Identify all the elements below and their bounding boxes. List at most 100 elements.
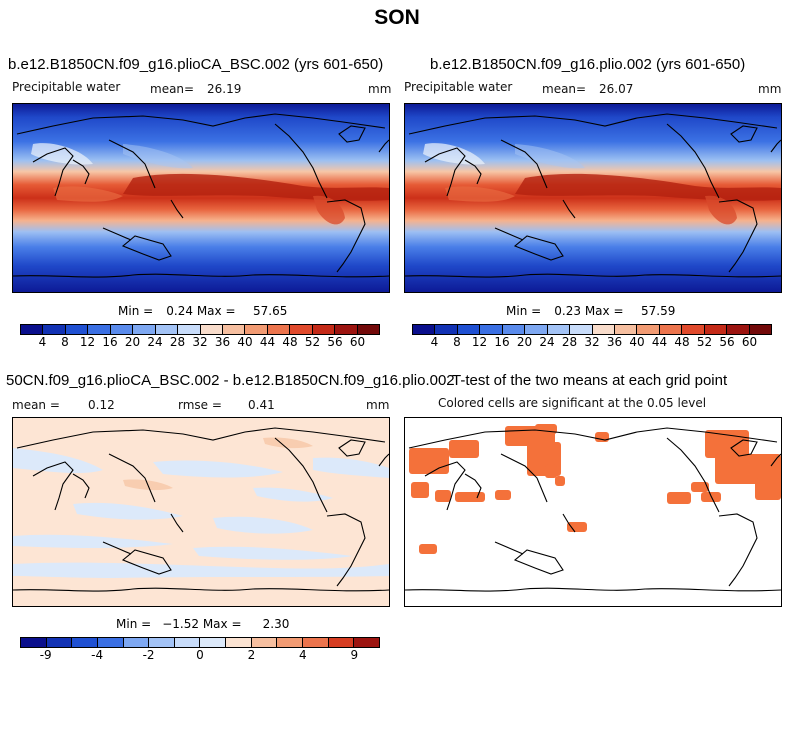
antarctica-coast <box>13 587 389 592</box>
colorbar-swatch <box>46 638 73 647</box>
coastline <box>16 427 386 449</box>
colorbar-tick-label: 20 <box>516 335 533 349</box>
max-value: 2.30 <box>262 617 290 631</box>
colorbar-swatch <box>303 638 329 647</box>
antarctica-coast <box>13 273 389 278</box>
units-label: mm <box>366 398 390 412</box>
coastline <box>170 513 184 533</box>
colorbar-swatch <box>251 638 278 647</box>
colorbar-swatch <box>72 638 98 647</box>
coastlines <box>405 427 781 592</box>
coastline <box>274 123 328 199</box>
coastline <box>102 227 132 241</box>
min-label: Min = <box>506 304 542 318</box>
colorbar-swatch <box>245 325 268 334</box>
colorbar-swatch <box>704 325 728 334</box>
panel-title: b.e12.B1850CN.f09_g16.plioCA_BSC.002 (yr… <box>8 56 384 73</box>
colorbar-tick-label: 44 <box>651 335 668 349</box>
colorbar-tick-label: 24 <box>147 335 163 349</box>
coastline <box>72 159 90 185</box>
max-value: 57.65 <box>252 304 288 318</box>
colorbar-tick-label: 4 <box>299 648 307 662</box>
units-label: mm <box>758 82 782 96</box>
significant-cell <box>535 424 557 434</box>
negative-anomaly <box>193 546 353 560</box>
negative-anomaly <box>13 534 173 548</box>
colorbar-swatch <box>727 325 750 334</box>
antarctica-coast <box>405 587 781 592</box>
colorbar-swatch <box>357 325 379 334</box>
coastline <box>464 473 482 499</box>
colorbar-swatch <box>570 325 593 334</box>
colorbar-swatch <box>502 325 526 334</box>
significant-cell <box>545 464 557 478</box>
coastline <box>378 453 389 467</box>
coastline <box>32 461 74 511</box>
min-label: Min = <box>118 304 154 318</box>
colorbar-tick-label: 16 <box>494 335 510 349</box>
colorbar-swatch <box>133 325 156 334</box>
colorbar-tick-label: 8 <box>61 335 69 349</box>
min-label: Min = <box>116 617 152 631</box>
coastline <box>108 453 156 503</box>
coastline <box>770 453 781 467</box>
colorbar-swatch <box>413 325 436 334</box>
significant-cell <box>595 432 609 442</box>
negative-anomaly <box>13 448 103 474</box>
precip-map-top-left <box>12 103 390 293</box>
colorbar: -9 -4 -2 0 2 4 9 <box>20 637 380 662</box>
indian-ocean-moisture <box>445 186 515 202</box>
coastline <box>562 513 576 533</box>
significant-cell <box>495 490 511 500</box>
max-value: 57.59 <box>640 304 676 318</box>
midlat-moisture <box>123 144 193 169</box>
mean-label: mean= <box>542 82 587 96</box>
coastline <box>121 235 172 261</box>
significant-cell <box>555 476 565 486</box>
colorbar-tick-label: 9 <box>350 648 359 662</box>
colorbar-swatch <box>222 325 246 334</box>
coastline <box>770 139 781 153</box>
negative-anomaly <box>213 516 313 534</box>
colorbar-tick-label: 28 <box>169 335 186 349</box>
colorbar: 4 8 12 16 20 24 28 32 36 40 44 48 52 56 60 <box>20 324 380 349</box>
colorbar-tick-label: 2 <box>247 648 256 662</box>
significant-cell <box>667 492 691 504</box>
rmse-label: rmse = <box>178 398 222 412</box>
colorbar-swatch <box>614 325 638 334</box>
coastline <box>408 113 778 135</box>
colorbar-swatch <box>328 638 355 647</box>
colorbar-tick-label: -2 <box>142 648 155 662</box>
coastline <box>730 125 758 143</box>
coastline <box>513 549 564 575</box>
colorbar-tick-label: 40 <box>237 335 253 349</box>
field-background <box>13 418 389 606</box>
coastline <box>408 427 778 449</box>
coastline <box>464 159 482 185</box>
coastline <box>32 147 74 197</box>
colorbar-swatch <box>200 325 223 334</box>
significant-cell <box>449 440 479 458</box>
coastline <box>326 199 366 273</box>
coastline <box>102 541 132 555</box>
mean-value: 26.07 <box>599 82 634 96</box>
negative-anomaly <box>253 487 333 502</box>
coastline <box>494 227 524 241</box>
coastline <box>513 235 564 261</box>
coastline <box>500 453 548 503</box>
colorbar-swatch <box>547 325 571 334</box>
colorbar-tick-label: 60 <box>741 335 758 349</box>
colorbar-tick-label: 20 <box>124 335 141 349</box>
mean-value: 0.12 <box>88 398 115 412</box>
amazon-moisture <box>705 195 737 225</box>
negative-anomaly <box>73 502 183 520</box>
coastlines <box>13 113 389 278</box>
colorbar-tick-label: 4 <box>430 335 439 349</box>
panel-title: 50CN.f09_g16.plioCA_BSC.002 - b.e12.B185… <box>6 372 455 389</box>
colorbar-swatch <box>178 325 201 334</box>
dry-region <box>31 143 93 165</box>
colorbar-swatch <box>290 325 313 334</box>
colorbar-tick-label: 32 <box>192 335 208 349</box>
colorbar-swatch <box>110 325 134 334</box>
coastline <box>666 123 720 199</box>
